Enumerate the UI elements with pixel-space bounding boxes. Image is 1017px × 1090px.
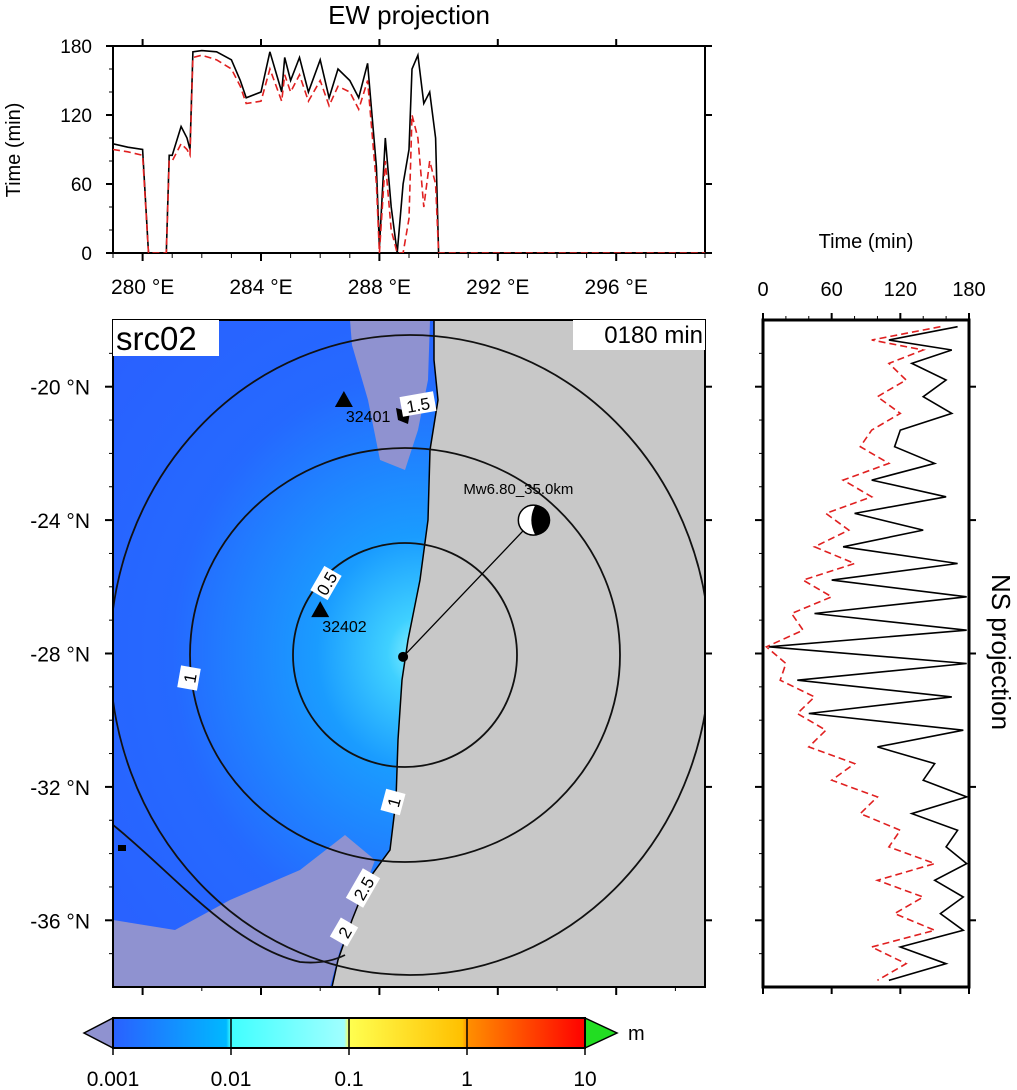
ew-projection-panel: EW projection Time (min) 0 60 120 180 280 °… <box>3 0 712 299</box>
colorbar: m 0.001 0.01 0.1 1 10 <box>82 1016 645 1090</box>
ew-xtick-label: 284 °E <box>229 276 292 299</box>
ns-series-line-observed <box>768 325 969 982</box>
colorbar-unit: m <box>628 1023 645 1045</box>
ew-xtick-label: 296 °E <box>585 276 648 299</box>
map-yticks: -20 °N -24 °N -28 °N -32 °N -36 °N <box>30 352 712 955</box>
ns-frame <box>761 318 971 989</box>
colorbar-tick-label: 0.01 <box>211 1068 252 1090</box>
colorbar-tick-label: 10 <box>573 1068 596 1090</box>
ns-series-line-dashed <box>764 325 941 981</box>
map-ytick-label: -20 °N <box>30 377 90 400</box>
source-label: Mw6.80_35.0km <box>463 481 573 498</box>
ns-xtick-label: 180 <box>952 279 985 301</box>
colorbar-tick-label: 0.001 <box>87 1068 140 1090</box>
ew-ytick-label: 180 <box>60 37 92 58</box>
contour-label-1-5: 1.5 <box>399 391 437 417</box>
station-markers: 32401 32402 <box>311 391 390 636</box>
map-ytick-label: -28 °N <box>30 644 90 667</box>
low-amplitude-zone-north <box>350 320 430 470</box>
station-label: 32402 <box>322 619 367 636</box>
low-amplitude-zone-south <box>113 835 375 987</box>
map-label-bg <box>113 320 219 356</box>
ew-yticks: 0 60 120 180 <box>60 37 712 265</box>
ew-xtick-label: 288 °E <box>348 276 411 299</box>
source-annotation: Mw6.80_35.0km <box>398 481 573 662</box>
ew-xtick-label: 280 °E <box>111 276 174 299</box>
map-xticks <box>141 987 676 995</box>
ew-ytick-label: 60 <box>71 175 92 196</box>
station-label: 32401 <box>346 409 391 426</box>
station-triangle <box>334 391 353 408</box>
map-ytick-label: -36 °N <box>30 910 90 933</box>
ew-ylabel: Time (min) <box>3 103 25 198</box>
arrival-contours <box>113 334 705 976</box>
ew-xtick-label: 292 °E <box>466 276 529 299</box>
station-triangle <box>311 601 330 618</box>
ns-series <box>764 325 969 982</box>
land-mass <box>331 320 705 987</box>
contour-label-1: 1 <box>177 665 201 691</box>
ew-ytick-label: 0 <box>81 244 92 265</box>
ns-ymarks <box>755 352 976 955</box>
ns-xtick-label: 60 <box>821 279 843 301</box>
time-label-bg <box>573 320 705 350</box>
ew-series-line-observed <box>113 49 705 253</box>
colorbar-ticks: 0.001 0.01 0.1 1 10 <box>87 1018 597 1090</box>
ew-xticks: 280 °E 284 °E 288 °E 292 °E 296 °E <box>111 39 706 299</box>
epicenter-dot <box>398 651 409 662</box>
contour-label-1-coast: 1 <box>380 788 406 816</box>
map-label: src02 <box>116 320 197 357</box>
source-connector-line <box>402 519 534 658</box>
ns-xlabel: Time (min) <box>819 231 914 253</box>
map-panel: 0.5 1 1.5 1 2.5 2 Mw6.80_ <box>30 319 712 995</box>
contour-label-2: 2 <box>329 917 359 947</box>
ew-ytick-label: 120 <box>60 106 92 127</box>
ns-xtick-label: 120 <box>884 279 917 301</box>
ns-title: NS projection <box>986 574 1016 730</box>
svg-text:1.5: 1.5 <box>405 394 432 417</box>
time-label: 0180 min <box>604 322 703 349</box>
colorbar-low-triangle <box>82 1016 114 1050</box>
ns-xticks: 0 60 120 180 <box>757 279 986 994</box>
ew-series-line-dashed <box>113 54 705 253</box>
map-ytick-label: -32 °N <box>30 777 90 800</box>
colorbar-tick-label: 0.1 <box>334 1068 363 1090</box>
ns-xtick-label: 0 <box>757 279 768 301</box>
colorbar-tick-label: 1 <box>461 1068 473 1090</box>
map-ytick-label: -24 °N <box>30 510 90 533</box>
colorbar-high-triangle <box>584 1016 619 1050</box>
svg-text:1: 1 <box>180 672 200 685</box>
ns-projection-panel: Time (min) NS projection 0 60 120 180 <box>755 231 1016 994</box>
ew-title: EW projection <box>328 0 490 30</box>
beachball-compressional-quadrant <box>531 505 551 536</box>
ew-series <box>113 49 705 253</box>
